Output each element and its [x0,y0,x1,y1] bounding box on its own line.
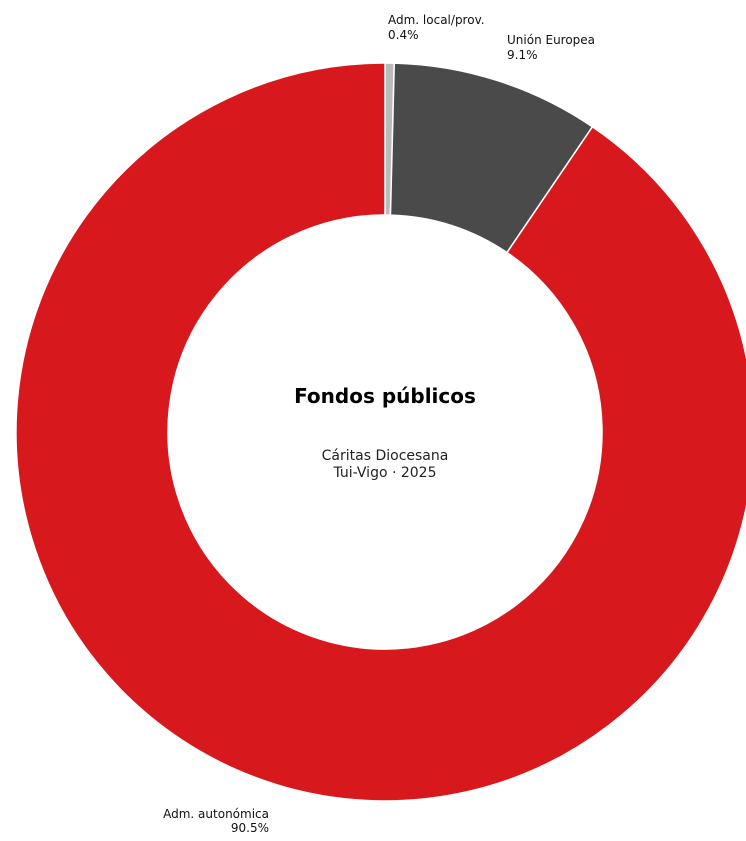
slice-label-value: 9.1% [507,48,538,62]
donut-slice [15,62,746,802]
donut-slices [15,62,746,802]
chart-subtitle-line-1: Cáritas Diocesana [322,448,449,464]
slice-label-name: Adm. local/prov. [388,13,485,27]
chart-subtitle-line-2: Tui-Vigo · 2025 [332,465,436,481]
chart-title: Fondos públicos [294,384,476,408]
slice-label-value: 0.4% [388,28,419,42]
slice-label-name: Adm. autonómica [163,807,269,821]
slice-label-name: Unión Europea [507,33,595,47]
slice-label-value: 90.5% [231,821,269,835]
